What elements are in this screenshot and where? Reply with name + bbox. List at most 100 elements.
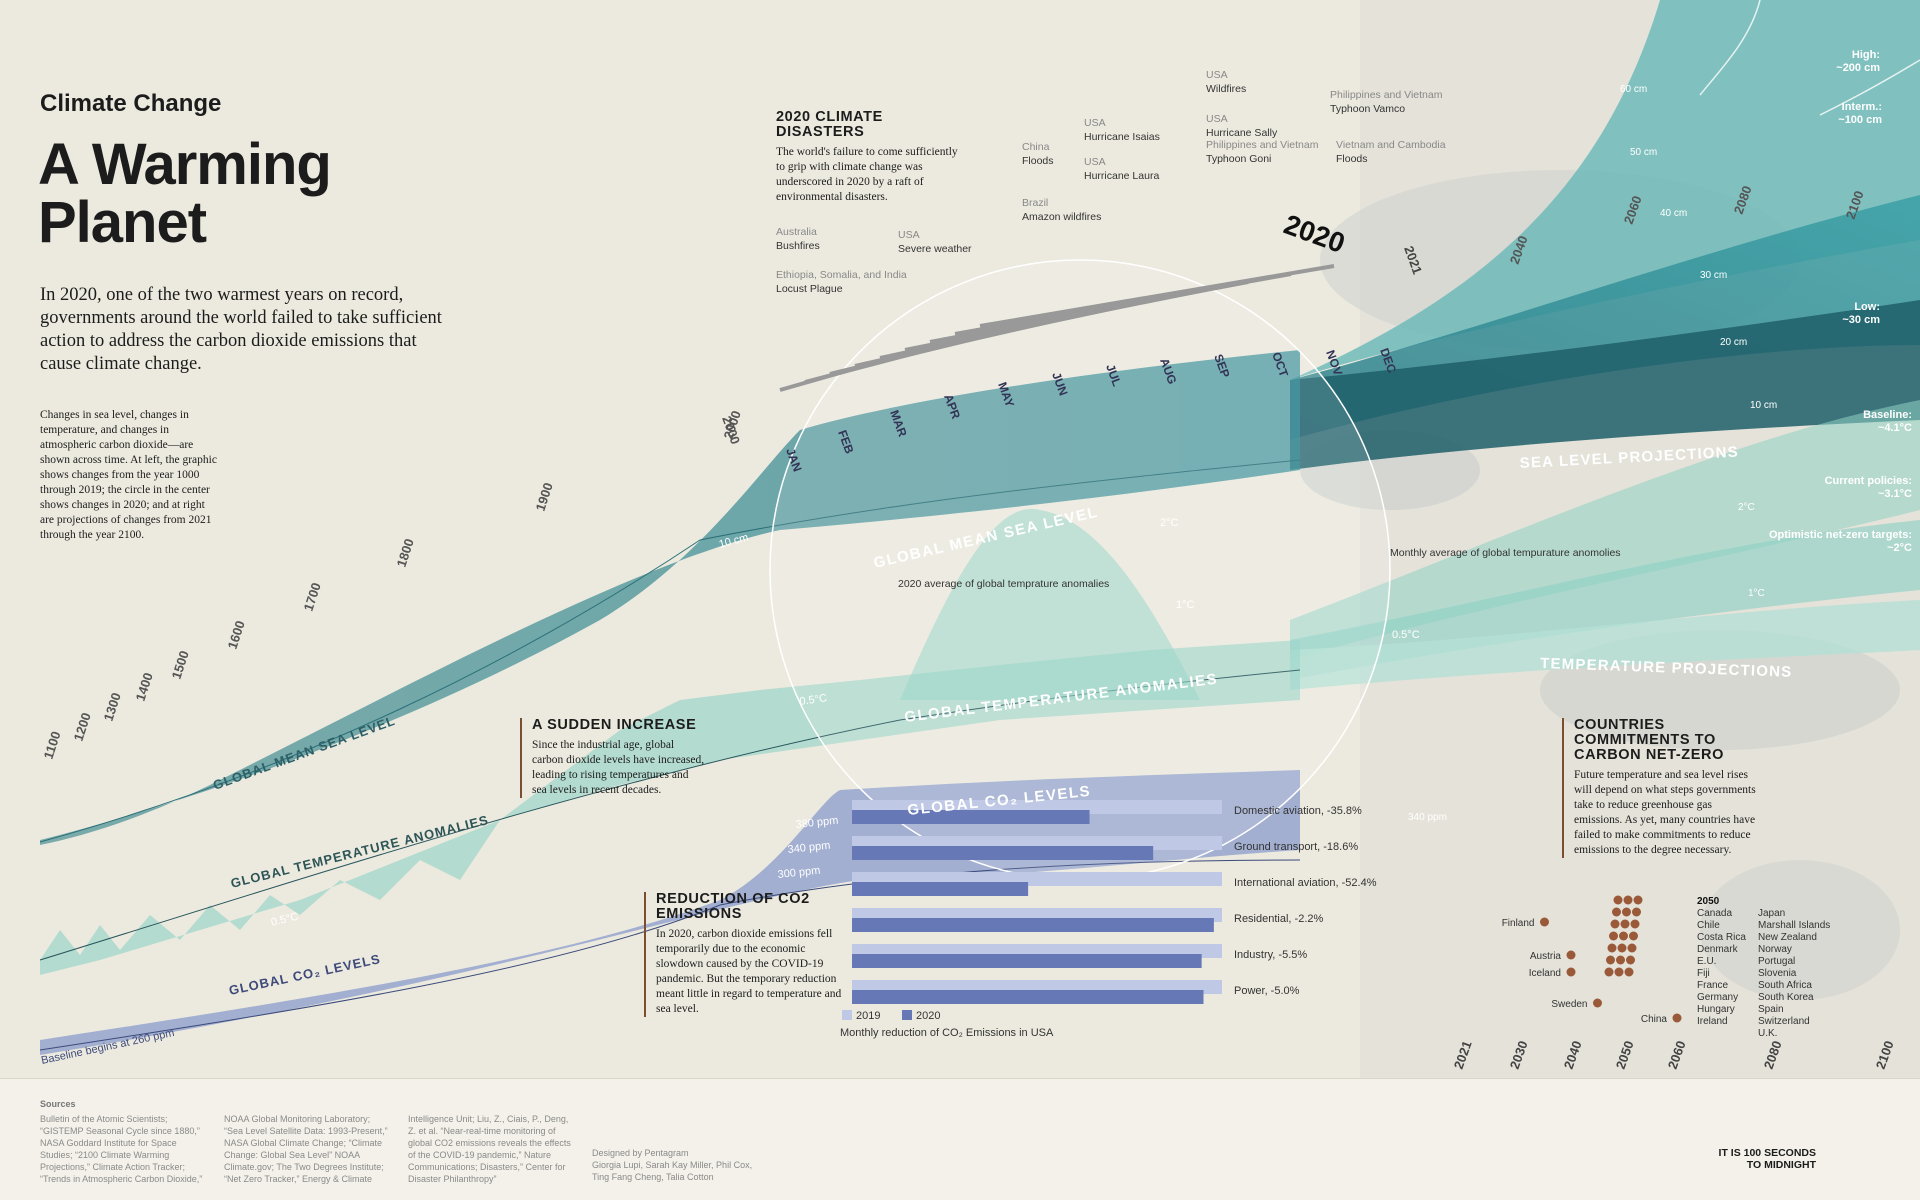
net-zero-2050-country: Spain [1758,1004,1784,1015]
net-zero-2050-country: South Korea [1758,992,1814,1003]
source-line: Disaster Philanthropy” [408,1174,497,1184]
net-zero-dot-2050 [1632,907,1641,917]
net-zero-dot-2050 [1622,907,1631,917]
net-zero-dot [1566,950,1576,960]
sources-title: Sources [40,1099,76,1109]
historical-sea-level [39,350,1301,845]
callout-sudden-title: A SUDDEN INCREASE [532,717,697,733]
intro-paragraph: In 2020, one of the two warmest years on… [40,285,442,374]
legend-label: 2020 [916,1010,940,1022]
net-zero-dot-2050 [1629,931,1638,941]
source-line: Projections,” Climate Action Tracker; [40,1162,186,1172]
temp-scenario-name: Optimistic net-zero targets: [1769,529,1912,541]
emission-bars [842,800,1222,1020]
source-line: of the COVID-19 pandemic,” Nature [408,1150,552,1160]
disaster-place: Philippines and Vietnam [1330,89,1443,101]
net-zero-2050-country: France [1697,980,1729,991]
net-zero-2050-country: Ireland [1697,1016,1728,1027]
callout-disasters-title: 2020 CLIMATE DISASTERS [776,109,883,140]
co2-projection-tick: 340 ppm [1408,812,1447,823]
net-zero-dot-2050 [1613,895,1623,905]
temp-2020-tick: 0.5°C [1392,629,1420,641]
net-zero-2050-country: Slovenia [1758,968,1797,979]
sea-scenario-value: ~100 cm [1838,114,1882,126]
net-zero-2050-country: Denmark [1697,944,1739,955]
net-zero-group-year: 2050 [1697,896,1720,907]
year-tick-label: 1500 [169,649,192,681]
net-zero-dot [1566,967,1576,977]
clock-line-2: TO MIDNIGHT [1746,1159,1816,1171]
temp-scenario-value: ~2°C [1887,542,1912,554]
disaster-event: Bushfires [776,240,820,252]
sea-scenario-name: Low: [1854,301,1880,313]
temp-scenario-value: ~3.1°C [1878,488,1912,500]
sea-level-projections [1290,0,1920,470]
net-zero-2050-country: Costa Rica [1697,932,1746,943]
disaster-event: Hurricane Isaias [1084,131,1160,143]
temp-scenario-name: Baseline: [1863,409,1912,421]
disaster-timeline [779,264,1335,392]
disaster-duration-bar [979,264,1335,328]
temperature-projections [1290,400,1920,690]
source-line: Z. et al. “Near-real-time monitoring of [408,1126,556,1136]
net-zero-dot-2050 [1617,943,1627,953]
sea-projection-tick: 10 cm [1750,400,1777,411]
emission-category-label: Industry, -5.5% [1234,949,1307,961]
co2-tick-label: 300 ppm [777,865,821,881]
temp-tick-label: 0.5°C [799,692,828,708]
year-tick-label: 1900 [533,481,556,513]
net-zero-2050-country: Norway [1758,944,1792,955]
disaster-event: Wildfires [1206,83,1246,95]
sea-scenario-value: ~30 cm [1842,314,1880,326]
temperature-2020-monthly [900,508,1200,700]
emission-category-label: International aviation, -52.4% [1234,877,1377,889]
net-zero-country-label: Sweden [1551,999,1587,1010]
net-zero-dot-2050 [1614,967,1624,977]
net-zero-dot-2050 [1626,955,1635,965]
net-zero-dot-2050 [1633,895,1643,905]
disaster-event: Locust Plague [776,283,843,295]
disaster-place: Australia [776,226,817,238]
sea-scenario-value: ~200 cm [1836,62,1880,74]
callout-reduction: REDUCTION OF CO2 EMISSIONS In 2020, carb… [644,892,844,1017]
source-line: Communications; Disasters,” Center for [408,1162,566,1172]
disaster-place: Ethiopia, Somalia, and India [776,269,907,281]
credit-line: Ting Fang Cheng, Talia Cotton [592,1172,714,1182]
net-zero-dot-2050 [1606,955,1615,965]
source-line: NASA Goddard Institute for Space [40,1138,177,1148]
page-title: A Warming Planet [38,132,332,255]
net-zero-dot-2050 [1616,955,1625,965]
callout-disasters: 2020 CLIMATE DISASTERS The world's failu… [776,110,966,205]
sea-projection-tick: 40 cm [1660,208,1687,219]
bar-2020 [852,918,1214,932]
disaster-event: Hurricane Laura [1084,170,1159,182]
emission-category-label: Domestic aviation, -35.8% [1234,805,1362,817]
net-zero-2050-country: E.U. [1697,956,1716,967]
disaster-place: USA [1084,156,1106,168]
net-zero-2050-country: Marshall Islands [1758,920,1830,931]
sources-col-3: Intelligence Unit; Liu, Z., Ciais, P., D… [408,1113,571,1185]
net-zero-dot-2050 [1624,967,1634,977]
net-zero-2050-country: New Zealand [1758,932,1817,943]
emission-category-label: Ground transport, -18.6% [1234,841,1358,853]
source-line: Climate.gov; The Two Degrees Institute; [224,1162,384,1172]
temp-2020-tick: 2°C [1160,517,1179,529]
bar-2020 [852,990,1204,1004]
net-zero-2050-country: U.K. [1758,1028,1777,1039]
disaster-event: Floods [1022,155,1054,167]
source-line: Bulletin of the Atomic Scientists; [40,1114,168,1124]
year-2020-label: 2020 [1280,209,1349,259]
sea-scenario-name: Interm.: [1842,101,1882,113]
co2-tick-label: 380 ppm [795,815,839,831]
sources-col-2: NOAA Global Monitoring Laboratory; “Sea … [224,1113,388,1185]
callout-net-zero: COUNTRIES COMMITMENTS TO CARBON NET-ZERO… [1562,718,1762,858]
sea-projection-tick: 30 cm [1700,270,1727,281]
credit-line: Designed by Pentagram [592,1148,689,1158]
temp-scenario-name: Current policies: [1825,475,1912,487]
year-tick-label: 1400 [133,671,156,703]
callout-netzero-body: Future temperature and sea level rises w… [1574,769,1756,856]
disaster-place: USA [1206,69,1228,81]
source-line: Change: Global Sea Level” NOAA [224,1150,361,1160]
net-zero-dot-2050 [1609,931,1618,941]
